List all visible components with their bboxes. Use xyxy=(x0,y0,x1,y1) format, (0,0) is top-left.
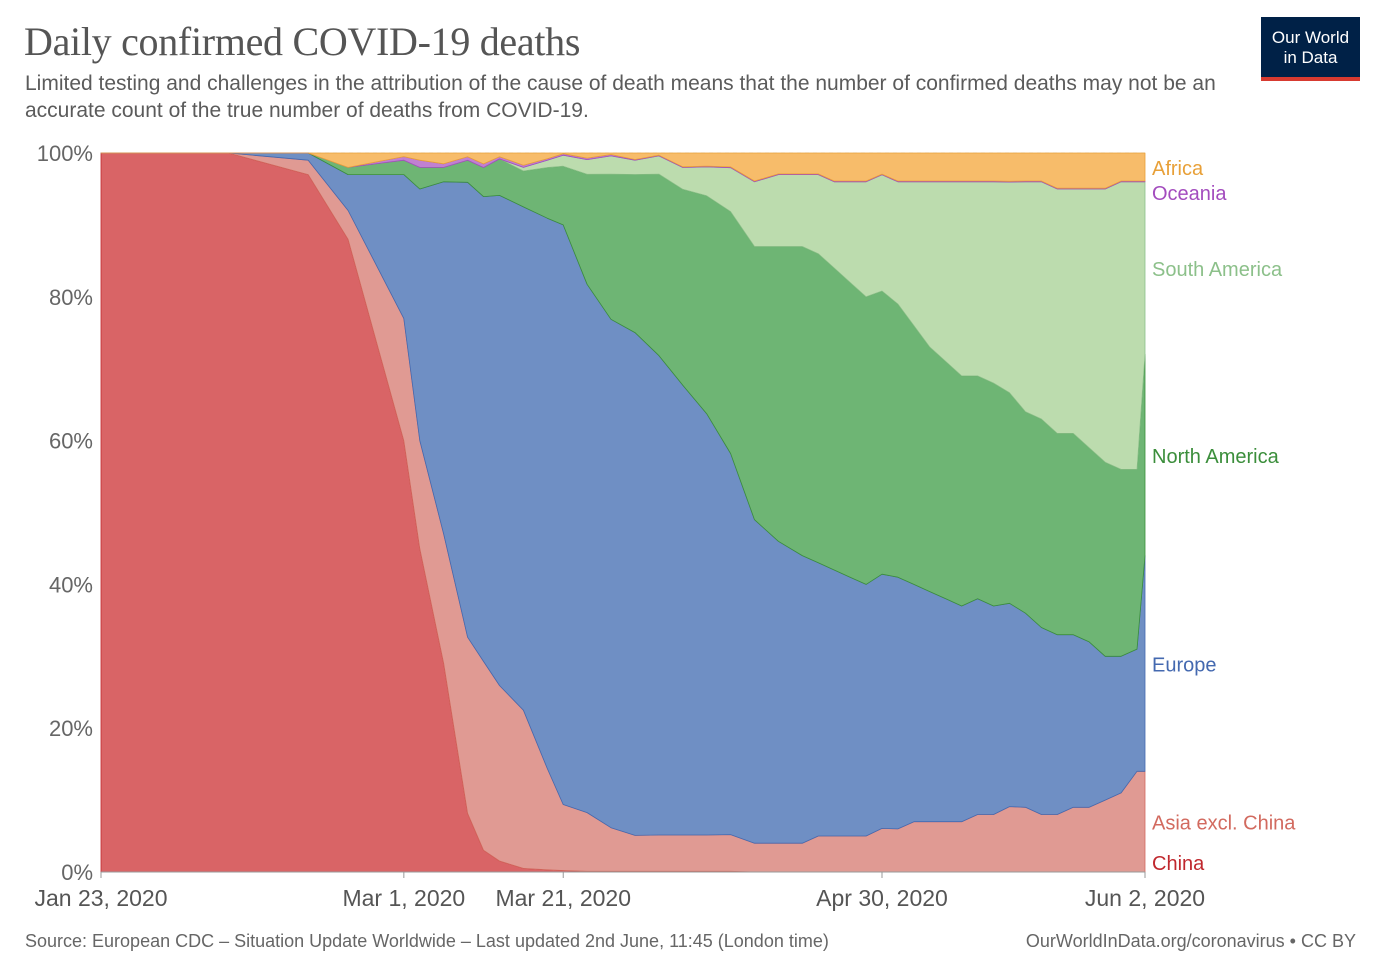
area-africa[interactable] xyxy=(100,152,1146,189)
area-south-america[interactable] xyxy=(100,152,1146,470)
x-tick-label: Mar 21, 2020 xyxy=(495,885,631,911)
area-china[interactable] xyxy=(100,152,1146,873)
chart-title: Daily confirmed COVID-19 deaths xyxy=(24,19,581,64)
x-tick-label: Jan 23, 2020 xyxy=(34,885,167,911)
chart-subtitle: Limited testing and challenges in the at… xyxy=(25,72,1216,122)
owid-logo[interactable]: Our World in Data xyxy=(1261,17,1360,81)
logo-line-1: Our World xyxy=(1271,28,1350,47)
y-tick-label: 20% xyxy=(49,716,93,741)
series-label-south-america[interactable]: South America xyxy=(1152,259,1283,281)
logo-line-2: in Data xyxy=(1283,48,1338,67)
x-tick-label: Apr 30, 2020 xyxy=(816,885,948,911)
y-tick-label: 0% xyxy=(61,860,93,885)
source-note: Source: European CDC – Situation Update … xyxy=(25,931,829,951)
series-label-europe[interactable]: Europe xyxy=(1152,654,1217,676)
x-tick-label: Mar 1, 2020 xyxy=(342,885,465,911)
area-north-america[interactable] xyxy=(100,152,1146,657)
series-labels: China Asia excl. China Europe North America… xyxy=(1152,158,1296,875)
y-tick-label: 40% xyxy=(49,572,93,597)
y-tick-label: 80% xyxy=(49,285,93,310)
area-series xyxy=(100,152,1146,873)
grid-lines xyxy=(101,152,1145,729)
y-tick-label: 100% xyxy=(37,141,93,166)
series-label-asia-excl-china[interactable]: Asia excl. China xyxy=(1152,813,1296,835)
series-label-north-america[interactable]: North America xyxy=(1152,446,1280,468)
series-label-africa[interactable]: Africa xyxy=(1152,158,1204,180)
axes: 0% 20% 40% 60% 80% 100% Jan 23, 2020 Mar 1, 202… xyxy=(34,141,1205,911)
series-label-oceania[interactable]: Oceania xyxy=(1152,183,1227,205)
x-tick-label: Jun 2, 2020 xyxy=(1085,885,1205,911)
area-oceania[interactable] xyxy=(100,152,1146,190)
area-asia-excl-china[interactable] xyxy=(100,152,1146,873)
series-label-china[interactable]: China xyxy=(1152,853,1205,875)
credit-link[interactable]: OurWorldInData.org/coronavirus • CC BY xyxy=(1025,931,1356,951)
y-tick-label: 60% xyxy=(49,429,93,454)
area-europe[interactable] xyxy=(100,152,1146,844)
